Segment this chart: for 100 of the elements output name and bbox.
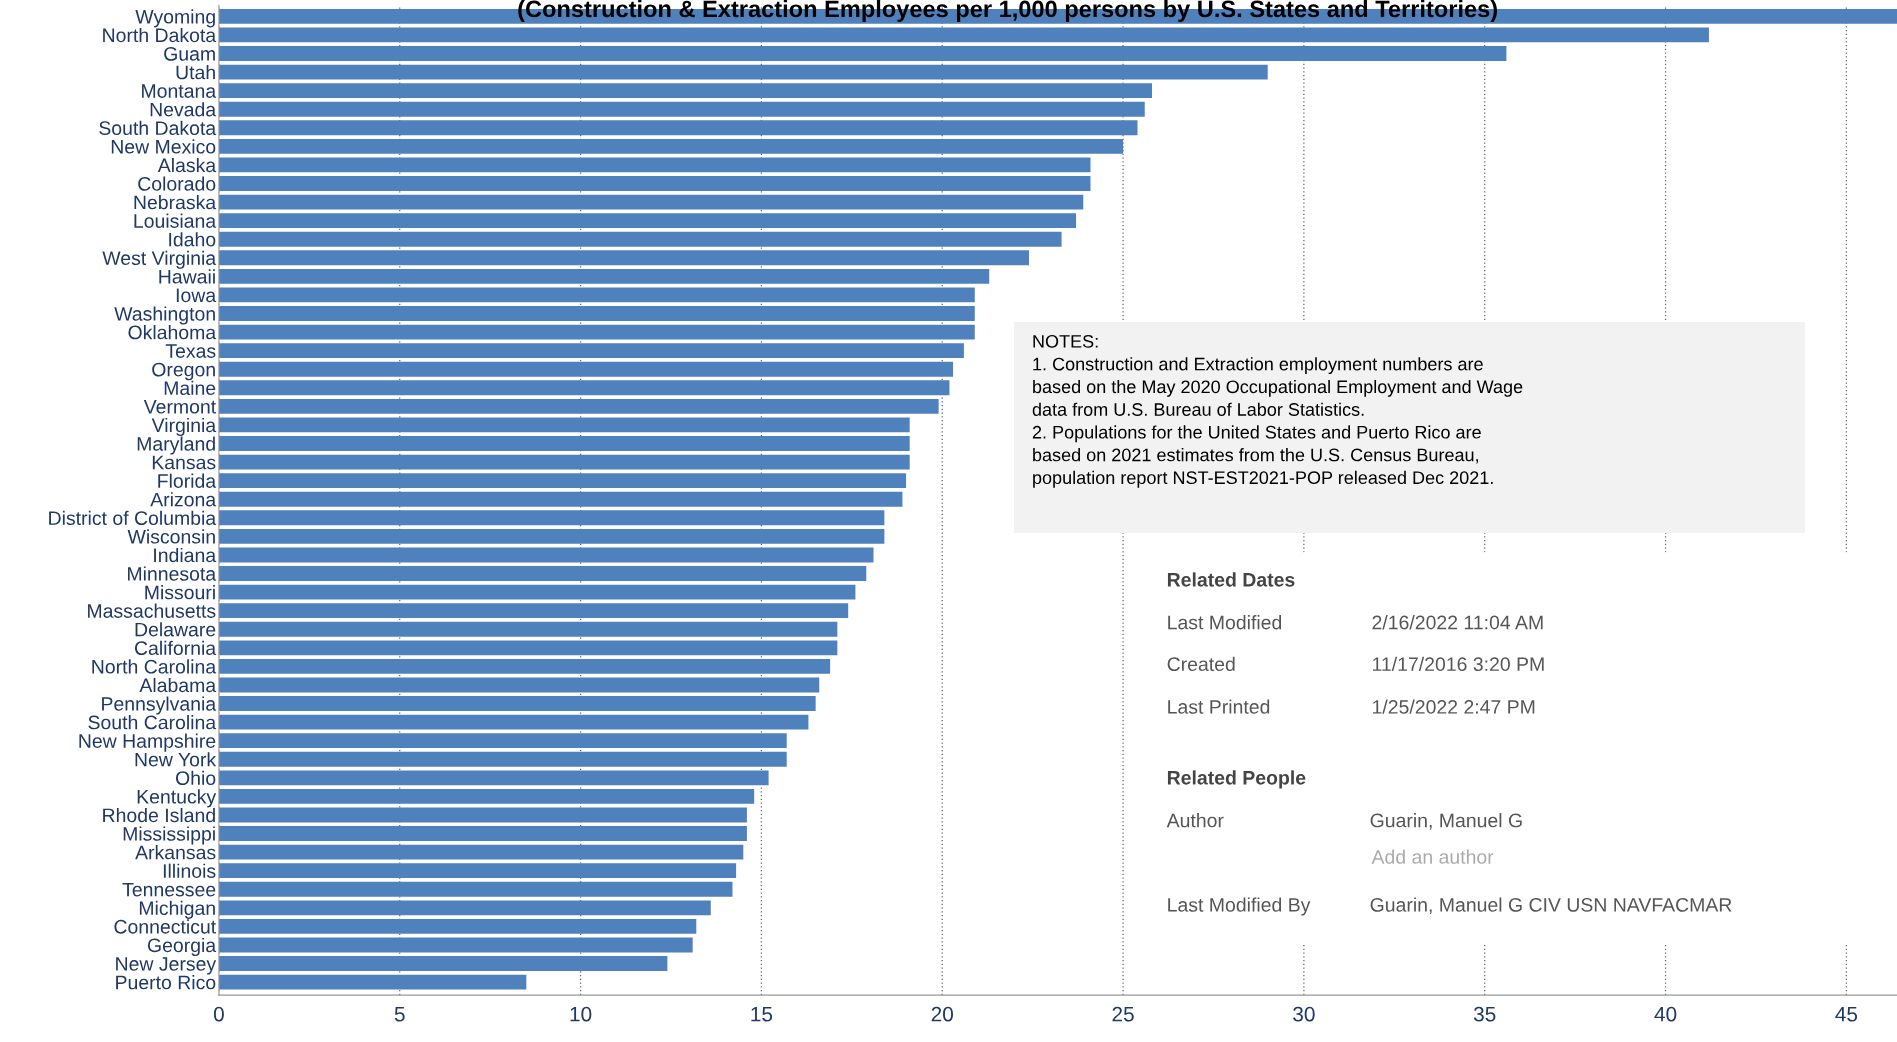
y-tick-label: Maryland [137, 436, 215, 455]
y-tick-label: Delaware [135, 622, 216, 637]
bar [218, 64, 1268, 80]
bar [218, 287, 975, 303]
y-tick-label: Indiana [154, 547, 217, 563]
bar [218, 473, 907, 489]
y-tick-label: New York [135, 752, 217, 767]
y-tick-label: Virginia [151, 417, 217, 437]
annotation: Last Modified By [1168, 897, 1311, 916]
y-tick-label: Guam [164, 46, 215, 61]
bar [218, 324, 975, 340]
bar [218, 751, 787, 767]
bar [218, 863, 737, 879]
x-tick-label: 40 [1654, 1006, 1677, 1022]
y-tick-label: Iowa [176, 288, 217, 303]
bar [218, 807, 747, 823]
bar [218, 937, 693, 953]
y-tick-label: Washington [114, 306, 215, 325]
x-tick-label: 0 [213, 1006, 224, 1022]
y-tick-label: Vermont [143, 400, 216, 414]
y-tick-label: Montana [142, 84, 217, 98]
bar [218, 900, 711, 916]
y-tick-label: Kentucky [137, 789, 217, 808]
annotation: Guarin, Manuel G [1370, 813, 1522, 830]
y-tick-label: Hawaii [159, 269, 215, 284]
bar [218, 268, 990, 284]
bar [218, 157, 1091, 173]
y-tick-label: Michigan [139, 900, 215, 919]
annotation: Created [1167, 656, 1235, 672]
bar [218, 27, 1709, 43]
bar [218, 46, 1507, 61]
x-tick-label: 30 [1293, 1006, 1315, 1022]
x-tick-label: 35 [1473, 1006, 1496, 1022]
y-tick-label: West Virginia [102, 250, 217, 269]
y-tick-label: North Dakota [103, 27, 217, 43]
bar [218, 733, 787, 749]
bar [218, 714, 809, 730]
annotation: Add an author [1371, 849, 1494, 864]
bar [218, 603, 849, 619]
x-tick-label: 15 [751, 1006, 773, 1022]
bar [218, 417, 910, 433]
bar [218, 844, 744, 860]
y-tick-label: Tennessee [122, 882, 216, 897]
bar [218, 83, 1152, 99]
y-tick-label: California [134, 640, 217, 656]
bar [218, 398, 939, 414]
y-tick-label: Puerto Rico [116, 975, 216, 990]
y-tick-label: South Dakota [99, 120, 217, 136]
y-tick-label: Utah [176, 65, 215, 80]
x-tick-label: 20 [931, 1006, 953, 1022]
y-tick-label: Florida [158, 473, 217, 488]
bar [218, 584, 856, 600]
x-tick-label: 10 [570, 1006, 592, 1022]
bar [218, 380, 950, 396]
y-tick-label: Alabama [139, 677, 217, 693]
bar [218, 566, 867, 581]
bar [218, 454, 910, 470]
bar [218, 436, 910, 451]
bar [218, 696, 816, 711]
y-tick-label: Nevada [150, 102, 217, 117]
bar [218, 120, 1138, 136]
y-tick-label: South Carolina [88, 715, 217, 730]
y-tick-label: Missouri [145, 585, 215, 600]
bar [218, 213, 1077, 229]
y-tick-label: Georgia [147, 937, 217, 957]
y-tick-label: Pennsylvania [102, 696, 217, 715]
bar [218, 528, 885, 544]
bar [218, 491, 903, 507]
bar [218, 361, 954, 377]
annotation: NOTES: 1. Construction and Extraction employment numbers are based on the May 2020 Occupational Employment and Wage data from U.S. Bureau of Labor Statistics. 2. Populations for the United States and Puerto Rico are based on 2021 estimates from the U.S. Census Bureau, population report NST-EST2021-POP released Dec 2021. [1032, 334, 1523, 488]
bar [218, 658, 831, 674]
y-tick-label: Arizona [150, 492, 217, 507]
annotation: Related People [1167, 770, 1306, 789]
y-tick-label: New Mexico [111, 139, 216, 154]
bar [218, 138, 1124, 154]
annotation: 11/17/2016 3:20 PM [1373, 656, 1544, 672]
bar [218, 306, 975, 321]
y-tick-label: Ohio [175, 770, 216, 786]
y-tick-label: Mississippi [123, 826, 215, 845]
bar [218, 231, 1062, 247]
y-tick-label: North Carolina [92, 659, 217, 674]
y-tick-label: Wyoming [135, 9, 215, 28]
y-tick-label: Minnesota [128, 566, 217, 581]
y-tick-label: New Hampshire [79, 733, 216, 752]
y-tick-label: Oregon [152, 362, 215, 381]
bar [218, 250, 1030, 266]
annotation: Guarin, Manuel G CIV USN NAVFACMAR [1370, 897, 1732, 915]
annotation: Last Printed [1168, 699, 1270, 714]
y-tick-label: Massachusetts [88, 603, 216, 618]
bar [218, 547, 874, 563]
y-tick-label: Colorado [138, 176, 216, 191]
y-tick-label: Wisconsin [127, 529, 215, 544]
bar [218, 770, 769, 786]
bar [218, 101, 1145, 117]
y-tick-label: Kansas [152, 455, 216, 470]
bar [218, 640, 838, 656]
annotation: 2/16/2022 11:04 AM [1372, 615, 1543, 630]
annotation: 1/25/2022 2:47 PM [1373, 699, 1535, 714]
bar [218, 956, 668, 971]
annotation: Last Modified [1168, 615, 1282, 630]
